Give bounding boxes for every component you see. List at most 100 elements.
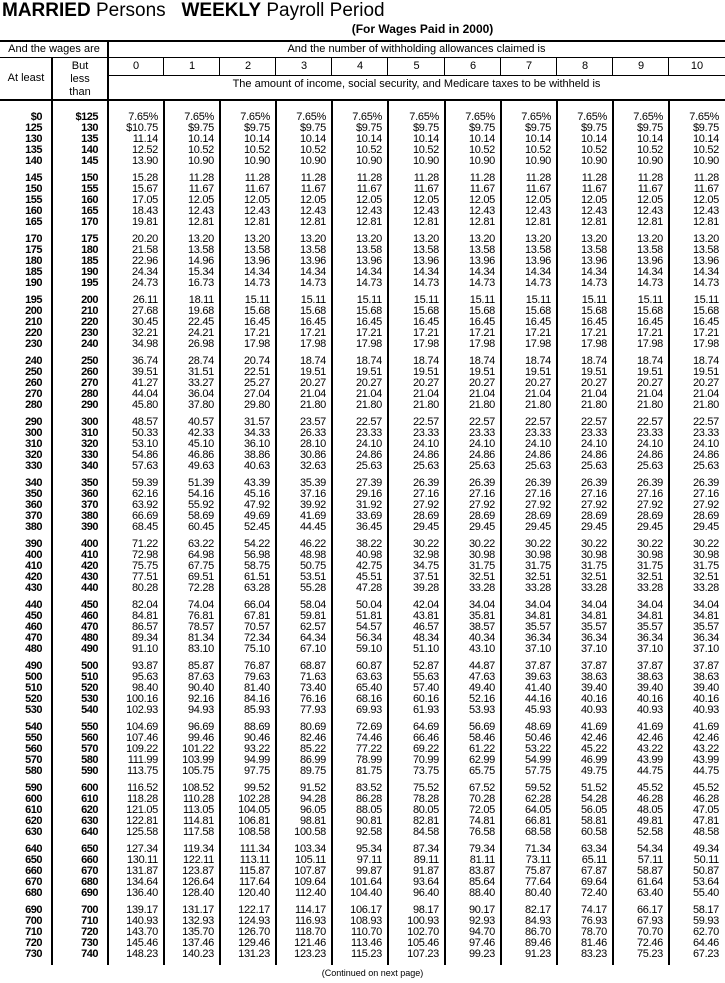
withholding-amount: 44.87 [468, 660, 495, 672]
withholding-amount: 82.81 [412, 815, 439, 827]
withholding-amount: 12.43 [524, 205, 551, 217]
withholding-amount: 20.74 [243, 355, 270, 367]
withholding-amount: 30.22 [692, 538, 719, 550]
withholding-amount: 12.81 [243, 216, 270, 228]
withholding-amount: 27.16 [524, 488, 551, 500]
column-divider [556, 57, 557, 75]
withholding-amount: 101.22 [182, 743, 214, 755]
wage-at-least: 360 [25, 499, 42, 511]
withholding-amount: 91.52 [299, 782, 326, 794]
withholding-amount: 20.27 [412, 377, 439, 389]
withholding-amount: 19.68 [187, 305, 214, 317]
wage-but-less-than: 240 [81, 338, 98, 350]
withholding-amount: 36.74 [131, 355, 158, 367]
withholding-amount: 21.80 [692, 399, 719, 411]
withholding-amount: 35.39 [299, 477, 326, 489]
wage-but-less-than: 610 [81, 793, 98, 805]
withholding-amount: 32.51 [468, 571, 495, 583]
withholding-amount: 12.81 [524, 216, 551, 228]
withholding-amount: 80.05 [412, 804, 439, 816]
withholding-amount: 31.75 [468, 560, 495, 572]
withholding-amount: 27.92 [468, 499, 495, 511]
wage-but-less-than: 230 [81, 327, 98, 339]
table-rule [0, 99, 725, 101]
withholding-amount: 22.45 [187, 316, 214, 328]
withholding-amount: 25.63 [580, 460, 607, 472]
withholding-amount: 13.58 [299, 244, 326, 256]
wage-but-less-than: 740 [81, 948, 98, 960]
withholding-amount: 50.04 [355, 599, 382, 611]
withholding-amount: 25.63 [636, 460, 663, 472]
withholding-amount: 22.57 [580, 416, 607, 428]
withholding-amount: 10.14 [580, 133, 607, 145]
withholding-amount: 35.57 [524, 621, 551, 633]
withholding-amount: 63.28 [243, 582, 270, 594]
withholding-amount: 27.04 [243, 388, 270, 400]
withholding-amount: 40.93 [692, 704, 719, 716]
header-allowances-claimed: And the number of withholding allowances… [287, 43, 546, 55]
withholding-amount: 17.21 [468, 327, 495, 339]
withholding-amount: 72.69 [355, 721, 382, 733]
withholding-amount: 37.87 [524, 660, 551, 672]
withholding-amount: 84.93 [524, 915, 551, 927]
withholding-amount: 113.11 [239, 854, 271, 866]
withholding-amount: 12.05 [692, 194, 719, 206]
withholding-amount: 22.57 [355, 416, 382, 428]
withholding-amount: 19.51 [299, 366, 326, 378]
wage-at-least: 430 [25, 582, 42, 594]
withholding-amount: 50.87 [692, 865, 719, 877]
withholding-amount: 40.93 [580, 704, 607, 716]
withholding-amount: 23.33 [412, 427, 439, 439]
withholding-amount: 39.40 [636, 682, 663, 694]
withholding-amount: 37.87 [580, 660, 607, 672]
withholding-amount: 62.57 [299, 621, 326, 633]
withholding-amount: 72.28 [187, 582, 214, 594]
withholding-amount: 21.80 [355, 399, 382, 411]
wage-at-least: 130 [25, 133, 42, 145]
withholding-amount: 57.75 [524, 765, 551, 777]
withholding-amount: 66.69 [131, 510, 158, 522]
header-at-least: At least [7, 72, 45, 84]
withholding-amount: 14.73 [355, 277, 382, 289]
withholding-amount: 65.75 [468, 765, 495, 777]
withholding-amount: 24.86 [468, 449, 495, 461]
withholding-amount: 77.93 [299, 704, 326, 716]
withholding-amount: 54.28 [580, 793, 607, 805]
withholding-amount: 37.51 [412, 571, 439, 583]
wage-at-least: 480 [25, 643, 42, 655]
withholding-amount: 14.34 [355, 266, 382, 278]
withholding-amount: 112.40 [294, 887, 326, 899]
wage-at-least: 290 [25, 416, 42, 428]
withholding-amount: 125.58 [126, 826, 158, 838]
withholding-amount: 12.81 [355, 216, 382, 228]
withholding-amount: 19.51 [412, 366, 439, 378]
withholding-amount: 30.98 [636, 549, 663, 561]
withholding-amount: 67.81 [243, 610, 270, 622]
withholding-amount: 27.92 [412, 499, 439, 511]
withholding-amount: 73.11 [525, 854, 552, 866]
wage-but-less-than: 185 [81, 255, 98, 267]
wage-but-less-than: 135 [81, 133, 98, 145]
withholding-amount: 20.20 [131, 233, 158, 245]
wage-at-least: 610 [25, 804, 42, 816]
header-allowance-10: 10 [690, 60, 704, 72]
withholding-amount: 12.05 [468, 194, 495, 206]
withholding-amount: 12.05 [580, 194, 607, 206]
withholding-amount: 29.45 [412, 521, 439, 533]
withholding-amount: 38.22 [355, 538, 382, 550]
withholding-amount: 124.93 [238, 915, 270, 927]
wage-but-less-than: 650 [81, 843, 98, 855]
withholding-amount: 19.51 [468, 366, 495, 378]
withholding-amount: 47.28 [355, 582, 382, 594]
withholding-amount: 14.73 [524, 277, 551, 289]
withholding-amount: 54.34 [636, 843, 663, 855]
withholding-amount: 89.11 [413, 854, 440, 866]
withholding-amount: 50.11 [693, 854, 720, 866]
withholding-amount: 31.92 [355, 499, 382, 511]
withholding-amount: 58.87 [636, 865, 663, 877]
withholding-amount: 108.52 [182, 782, 214, 794]
withholding-amount: 43.99 [636, 754, 663, 766]
wage-at-least: 185 [25, 266, 42, 278]
withholding-amount: 98.81 [299, 815, 326, 827]
header-allowance-7: 7 [525, 60, 533, 72]
